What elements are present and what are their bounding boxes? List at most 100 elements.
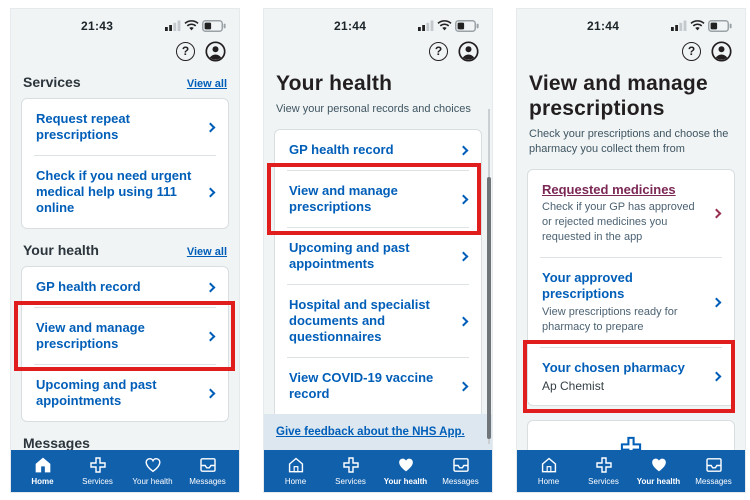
profile-icon[interactable] [205,40,226,62]
requested-medicines-desc: Check if your GP has approved or rejecte… [542,201,695,243]
chevron-right-icon [205,122,216,132]
nav-item-services[interactable]: Services [578,455,630,486]
approved-prescriptions-desc: View prescriptions ready for pharmacy to… [542,306,678,333]
bottom-nav-bar: Home Services Your health Messages [517,450,745,492]
link-label: Hospital and specialist documents and qu… [289,297,430,344]
nav-label: Services [588,477,619,486]
signal-icon [165,20,181,31]
list-item-request-repeat-prescriptions[interactable]: Request repeat prescriptions [34,99,216,155]
your-health-links-card: GP health record View and manage prescri… [267,129,482,456]
chevron-right-icon [205,282,216,292]
link-label: View and manage prescriptions [36,320,145,351]
heart-icon [144,457,161,473]
nav-item-messages[interactable]: Messages [688,455,740,486]
status-time: 21:43 [81,18,114,33]
home-icon [35,457,50,473]
services-cross-icon [342,457,359,473]
profile-icon[interactable] [458,40,479,62]
list-item-view-manage-prescriptions[interactable]: View and manage prescriptions [267,163,481,235]
scrollbar-thumb[interactable] [487,177,491,439]
messages-inbox-icon [452,458,469,472]
link-label: Upcoming and past appointments [36,377,157,408]
nav-item-your-health[interactable]: Your health [380,455,432,486]
list-item-hospital-documents[interactable]: Hospital and specialist documents and qu… [287,284,469,357]
heart-icon [398,458,413,472]
app-header: ? [264,33,492,62]
chevron-right-icon [458,316,469,326]
nav-item-home[interactable]: Home [17,455,69,486]
battery-icon [202,19,226,32]
nav-item-home[interactable]: Home [523,455,575,486]
services-section-title: Services [23,74,81,90]
chosen-pharmacy-value: Ap Chemist [542,379,605,393]
chevron-right-icon [711,371,722,382]
list-item-view-manage-prescriptions[interactable]: View and manage prescriptions [14,301,235,371]
list-item-urgent-medical-help[interactable]: Check if you need urgent medical help us… [34,155,216,228]
nav-item-your-health[interactable]: Your health [127,455,179,486]
phone-screen-your-health: 21:44 ? Your health View your personal r… [263,8,493,493]
messages-inbox-icon [705,458,722,472]
page-title: View and manage prescriptions [529,72,708,120]
bottom-nav-bar: Home Services Your health Messages [264,450,492,492]
services-section-header: Services View all [23,74,227,90]
chevron-right-icon [205,187,216,197]
nav-label: Home [284,477,307,486]
nav-item-home[interactable]: Home [270,455,322,486]
status-bar: 21:44 [517,9,745,33]
your-health-section-title: Your health [23,242,99,258]
bottom-nav-bar: Home Services Your health Messages [11,450,239,492]
nav-label: Messages [189,477,226,486]
profile-icon[interactable] [711,40,732,62]
link-label: Check if you need urgent medical help us… [36,168,192,215]
link-label: Upcoming and past appointments [289,240,410,271]
nav-item-services[interactable]: Services [72,455,124,486]
wifi-icon [690,20,705,31]
list-item-upcoming-appointments[interactable]: Upcoming and past appointments [287,227,469,284]
status-bar: 21:44 [264,9,492,33]
nav-label: Services [82,477,113,486]
page-subtitle: Check your prescriptions and choose the … [529,128,729,155]
link-label: GP health record [289,142,394,157]
list-item-gp-health-record[interactable]: GP health record [287,130,469,170]
messages-inbox-icon [199,458,216,472]
link-label: View COVID-19 vaccine record [289,370,434,401]
signal-icon [418,20,434,31]
list-item-covid-vaccine-record[interactable]: View COVID-19 vaccine record [287,357,469,414]
nav-item-your-health[interactable]: Your health [633,455,685,486]
help-icon[interactable]: ? [176,41,195,61]
list-item-chosen-pharmacy[interactable]: Your chosen pharmacy Ap Chemist [523,340,735,413]
nav-item-messages[interactable]: Messages [182,455,234,486]
battery-icon [708,19,732,32]
nav-item-messages[interactable]: Messages [435,455,487,486]
chevron-right-icon [458,251,469,261]
your-health-card: GP health record View and manage prescri… [14,266,235,422]
list-item-requested-medicines[interactable]: Requested medicines Check if your GP has… [540,170,722,257]
prescriptions-content: View and manage prescriptions Check your… [517,71,745,492]
app-header: ? [517,33,745,62]
your-health-view-all-link[interactable]: View all [186,246,227,258]
nav-item-services[interactable]: Services [325,455,377,486]
nav-label: Your health [383,477,428,486]
nav-label: Home [537,477,560,486]
prescriptions-card: Requested medicines Check if your GP has… [523,169,735,413]
list-item-approved-prescriptions[interactable]: Your approved prescriptions View prescri… [540,257,722,347]
list-item-upcoming-appointments[interactable]: Upcoming and past appointments [34,364,216,421]
chevron-right-icon [458,194,469,204]
help-icon[interactable]: ? [429,41,448,61]
approved-prescriptions-link: Your approved prescriptions [542,270,633,301]
home-icon [541,457,556,473]
app-header: ? [11,33,239,62]
signal-icon [671,20,687,31]
chevron-right-icon [205,331,216,341]
list-item-gp-health-record[interactable]: GP health record [34,267,216,307]
feedback-link[interactable]: Give feedback about the NHS App. [276,426,465,438]
services-view-all-link[interactable]: View all [186,78,227,90]
heart-icon [651,458,666,472]
status-bar: 21:43 [11,9,239,33]
help-icon[interactable]: ? [682,41,701,61]
page-subtitle: View your personal records and choices [276,103,471,115]
nav-label: Messages [442,477,479,486]
services-cross-icon [595,457,612,473]
requested-medicines-link: Requested medicines [542,182,676,197]
your-health-content: Your health View your personal records a… [264,71,492,456]
